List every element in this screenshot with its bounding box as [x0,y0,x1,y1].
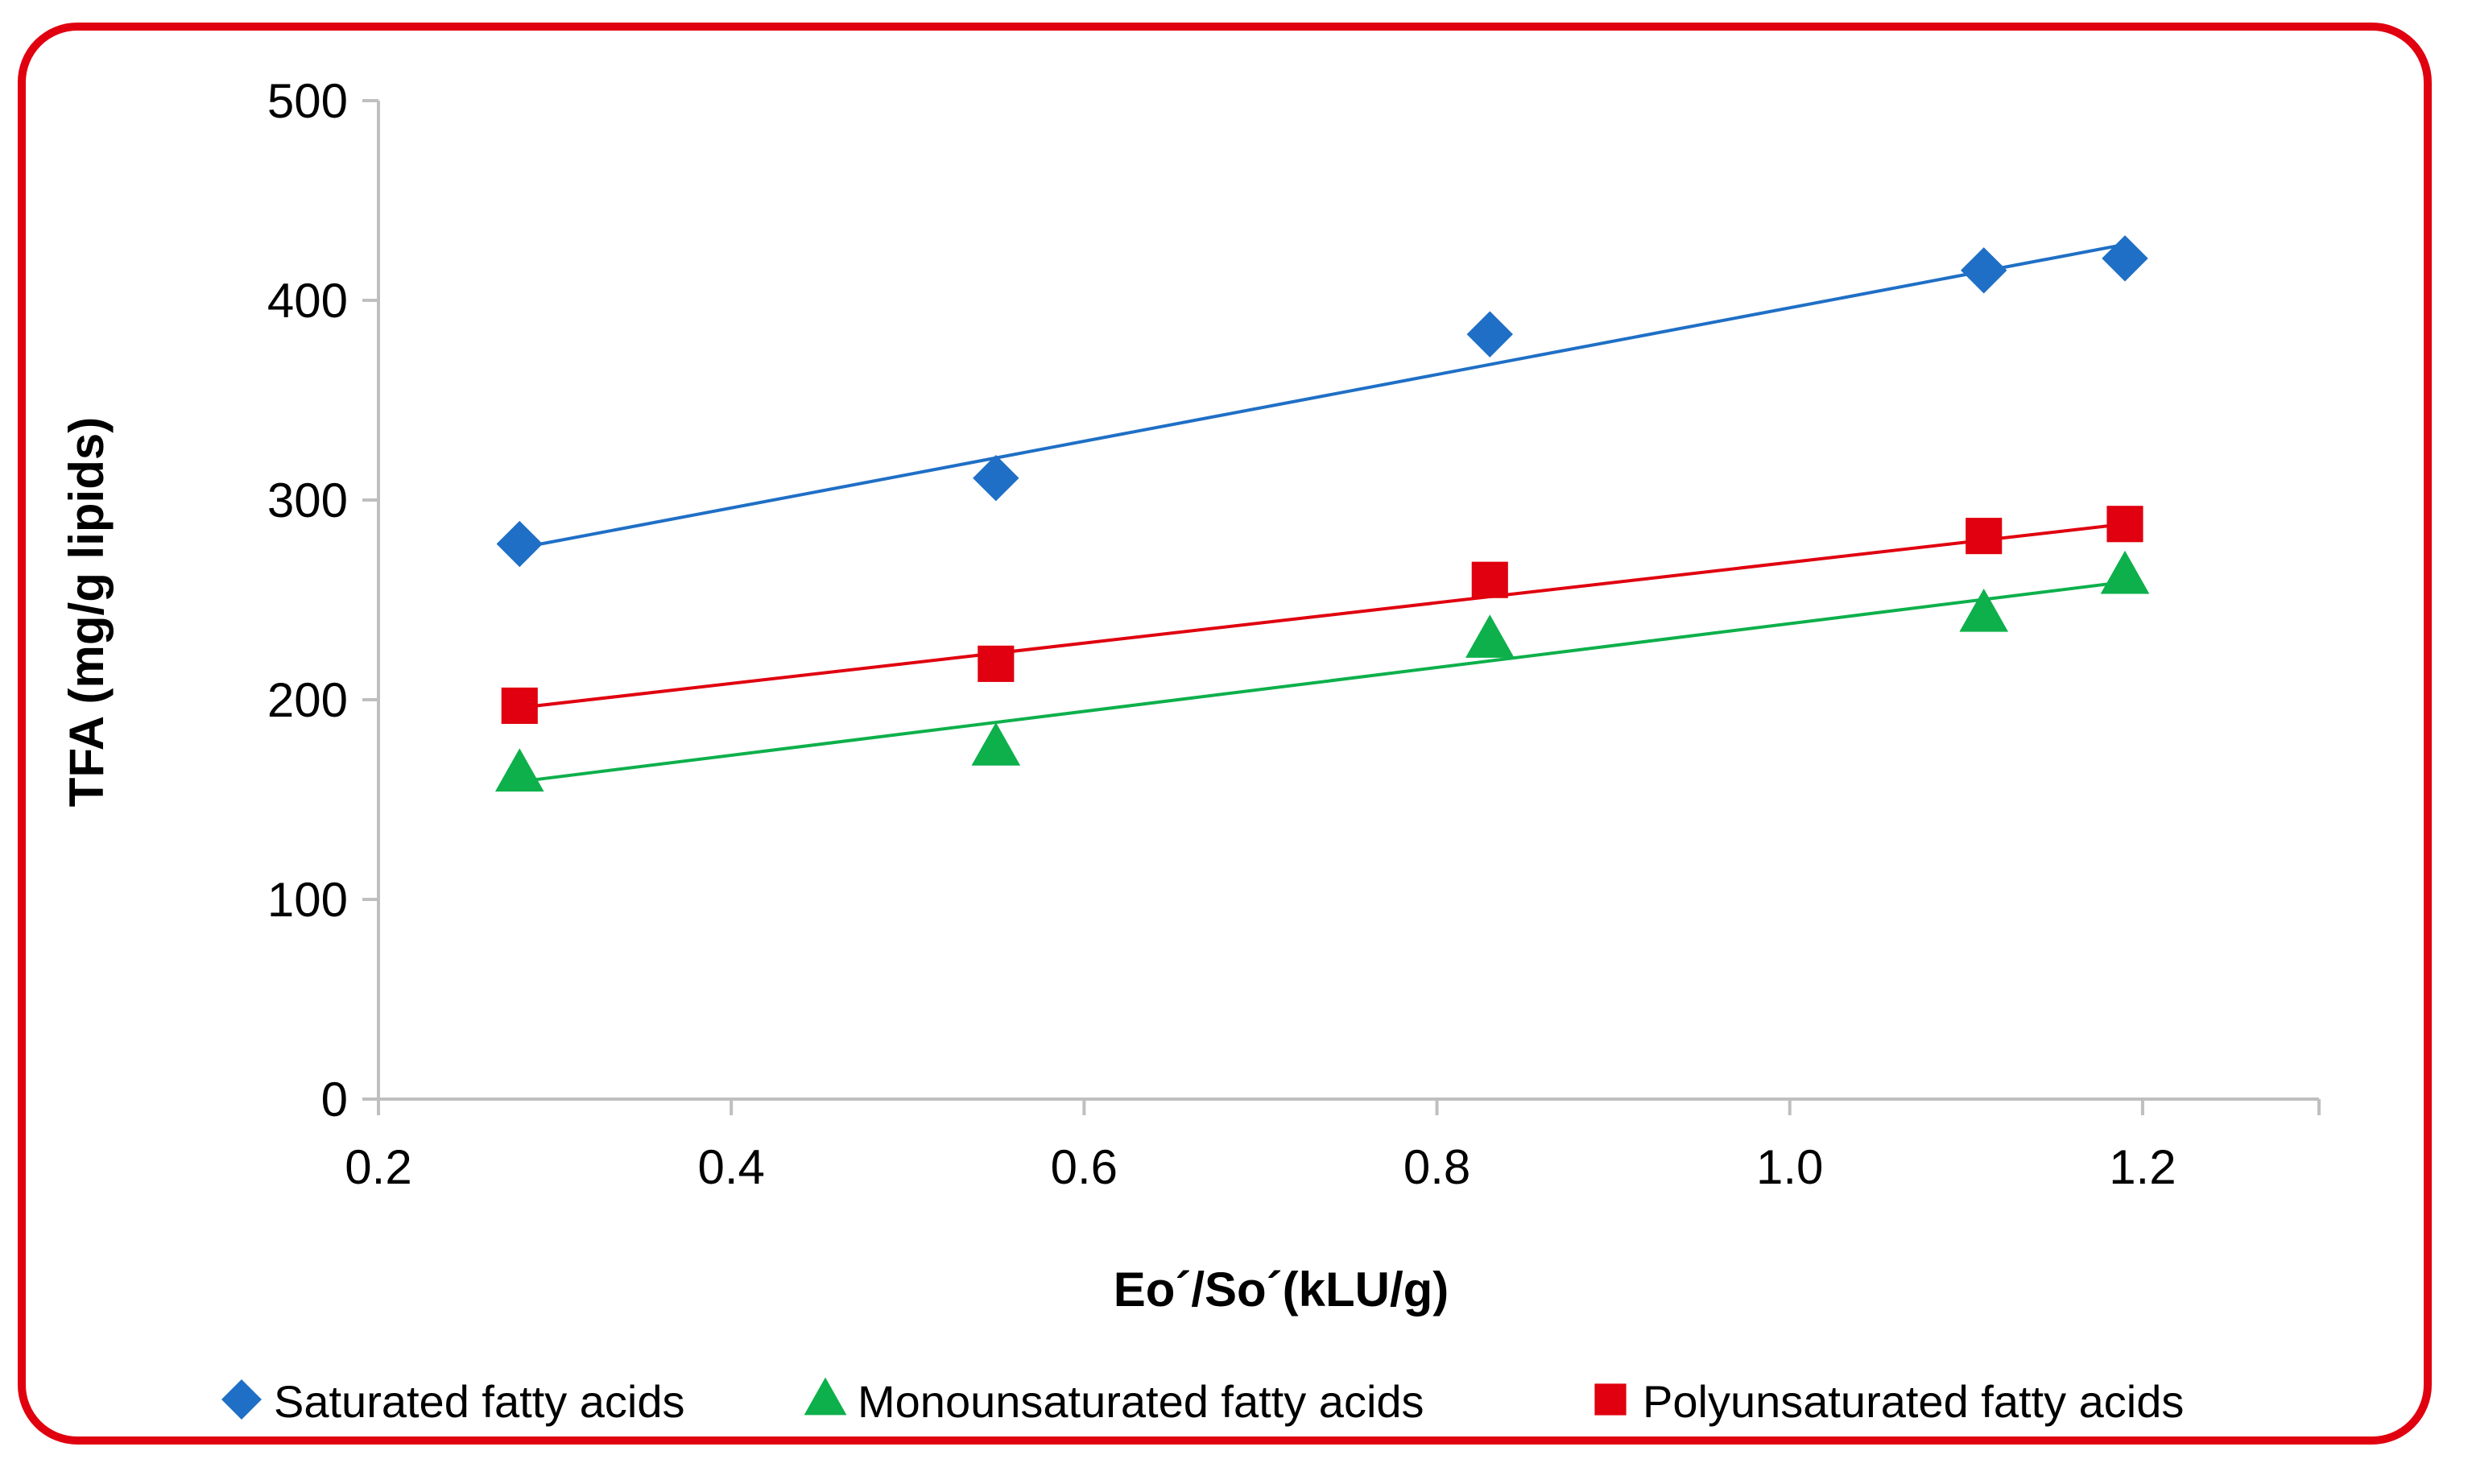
legend-item: Saturated fatty acids [221,1376,685,1427]
data-point-square [1966,518,2003,555]
trendline [519,242,2126,550]
data-points [494,235,2150,792]
data-point-triangle [1465,614,1515,658]
legend-label: Saturated fatty acids [274,1376,685,1427]
legend-marker-square [1594,1383,1627,1416]
trendlines [519,242,2126,783]
y-tick-label: 100 [267,873,348,927]
data-point-triangle [971,722,1021,766]
legend: Saturated fatty acids Monounsaturated fat… [221,1376,2184,1427]
x-tick-label: 1.2 [2109,1140,2176,1194]
data-point-triangle [1959,588,2009,632]
chart-frame [18,23,2432,1445]
legend-marker-triangle [804,1377,847,1416]
data-point-triangle [2100,550,2150,594]
legend-marker-diamond [221,1379,262,1420]
data-point-diamond [2102,235,2148,282]
data-point-square [501,687,538,725]
axes: 0 100 200 300 400 500 0.2 0.4 0.6 0.8 1.0 1.2 [267,74,2321,1194]
data-point-square [978,645,1015,682]
y-axis-title: TFA (mg/g lipids) [60,417,114,807]
x-tick-label: 0.6 [1051,1140,1118,1194]
legend-label: Polyunsaturated fatty acids [1643,1376,2184,1427]
data-point-diamond [1466,311,1513,358]
x-tick-label: 0.2 [345,1140,411,1194]
x-tick-label: 0.4 [697,1140,764,1194]
legend-label: Monounsaturated fatty acids [858,1376,1424,1427]
legend-item: Monounsaturated fatty acids [804,1376,1424,1427]
trendline [519,522,2126,709]
data-point-diamond [973,455,1019,502]
y-tick-label: 500 [267,74,348,128]
data-point-square [2106,506,2143,543]
x-tick-label: 1.0 [1756,1140,1823,1194]
data-point-diamond [1961,247,2007,294]
y-tick-label: 0 [321,1073,348,1126]
y-tick-label: 400 [267,274,348,328]
trendline [519,580,2126,783]
y-tick-label: 300 [267,473,348,527]
data-point-diamond [496,520,543,568]
x-tick-label: 0.8 [1403,1140,1470,1194]
data-point-triangle [494,748,544,792]
y-tick-label: 200 [267,673,348,727]
data-point-square [1471,561,1508,598]
x-axis-title: Eo´/So´(kLU/g) [1114,1263,1449,1317]
legend-item: Polyunsaturated fatty acids [1594,1376,2184,1427]
